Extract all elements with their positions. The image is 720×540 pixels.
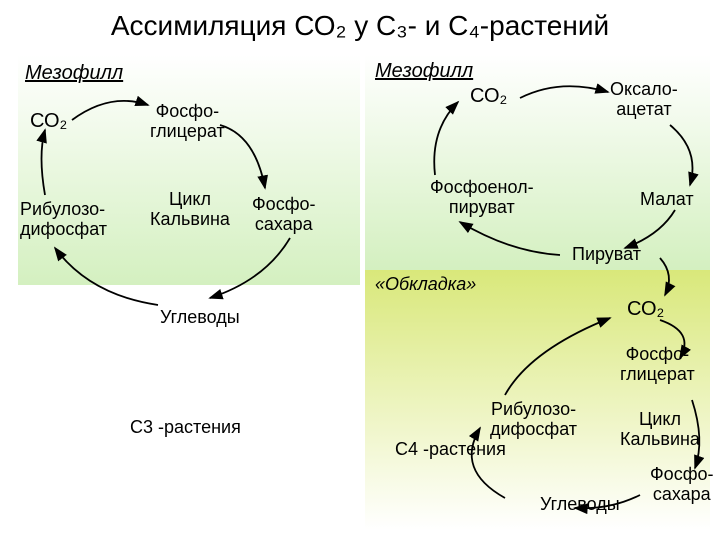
c3-co2: СО₂ [30,110,67,132]
c3-rubp: Рибулозо- дифосфат [20,200,107,240]
slide-title: Ассимиляция СО₂ у С₃- и С₄-растений [0,10,720,42]
c3-calvin-cycle: Цикл Кальвина [150,190,230,230]
c3-carbohydrates: Углеводы [160,308,240,328]
c4-phospho-sugars: Фосфо- сахара [650,465,714,505]
c4-pyruvate: Пируват [572,245,641,265]
c4-phosphoglycerate: Фосфо- глицерат [620,345,695,385]
c4-mesophyll-header: Мезофилл [375,60,473,82]
c4-calvin-cycle: Цикл Кальвина [620,410,700,450]
c4-oxaloacetate: Оксало- ацетат [610,80,678,120]
c3-caption: С3 -растения [130,418,241,438]
c3-mesophyll-header: Мезофилл [25,62,123,84]
c4-carbohydrates: Углеводы [540,495,620,515]
c3-phosphoglycerate: Фосфо- глицерат [150,102,225,142]
c4-caption: С4 -растения [395,440,506,460]
c3-phospho-sugars: Фосфо- сахара [252,195,316,235]
bg-c3-mesophyll [18,55,360,285]
c4-sheath-header: «Обкладка» [375,275,476,295]
c4-malate: Малат [640,190,694,210]
c4-rubp: Рибулозо- дифосфат [490,400,577,440]
diagram-stage: Ассимиляция СО₂ у С₃- и С₄-растений Мезо… [0,0,720,540]
c4-co2-top: СО₂ [470,85,507,107]
c4-pep: Фосфоенол- пируват [430,178,534,218]
c4-co2-mid: СО₂ [627,298,664,320]
